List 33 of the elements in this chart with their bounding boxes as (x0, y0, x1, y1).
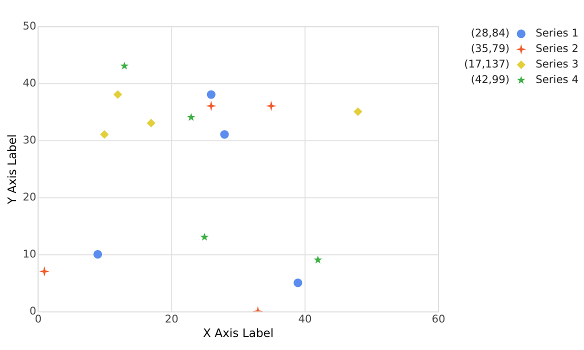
point (314, 256, 322, 264)
point (220, 130, 229, 139)
point (100, 130, 109, 139)
y-tick-label: 10 (22, 248, 36, 261)
text: (28,84) (470, 26, 510, 40)
y-axis-title: Y Axis Label (4, 134, 19, 206)
point (113, 90, 122, 99)
point (354, 107, 362, 116)
text: (42,99) (470, 73, 510, 86)
x-tick-label: 40 (298, 312, 312, 326)
legend-label: Series 1 (536, 26, 578, 40)
legend-label: Series 2 (536, 42, 578, 56)
point (206, 100, 216, 112)
point (146, 118, 156, 128)
x-tick-label: 60 (432, 312, 446, 326)
text: (35,79) (470, 42, 510, 56)
point (120, 62, 129, 70)
x-axis-title: X Axis Label (203, 326, 274, 340)
legend-label: Series 3 (536, 58, 578, 71)
y-tick-label: 20 (22, 190, 36, 204)
point (93, 250, 102, 259)
point (39, 266, 50, 277)
y-tick-label: 40 (22, 76, 36, 90)
legend-label: Series 4 (536, 73, 579, 86)
point (187, 113, 196, 121)
y-tick-label: 50 (22, 19, 36, 32)
point (200, 232, 209, 241)
point (206, 90, 216, 99)
x-tick-label: 20 (164, 312, 179, 326)
point (266, 100, 276, 112)
text: (17,137) (464, 58, 510, 71)
point (294, 278, 302, 288)
y-tick-label: 30 (22, 134, 36, 147)
